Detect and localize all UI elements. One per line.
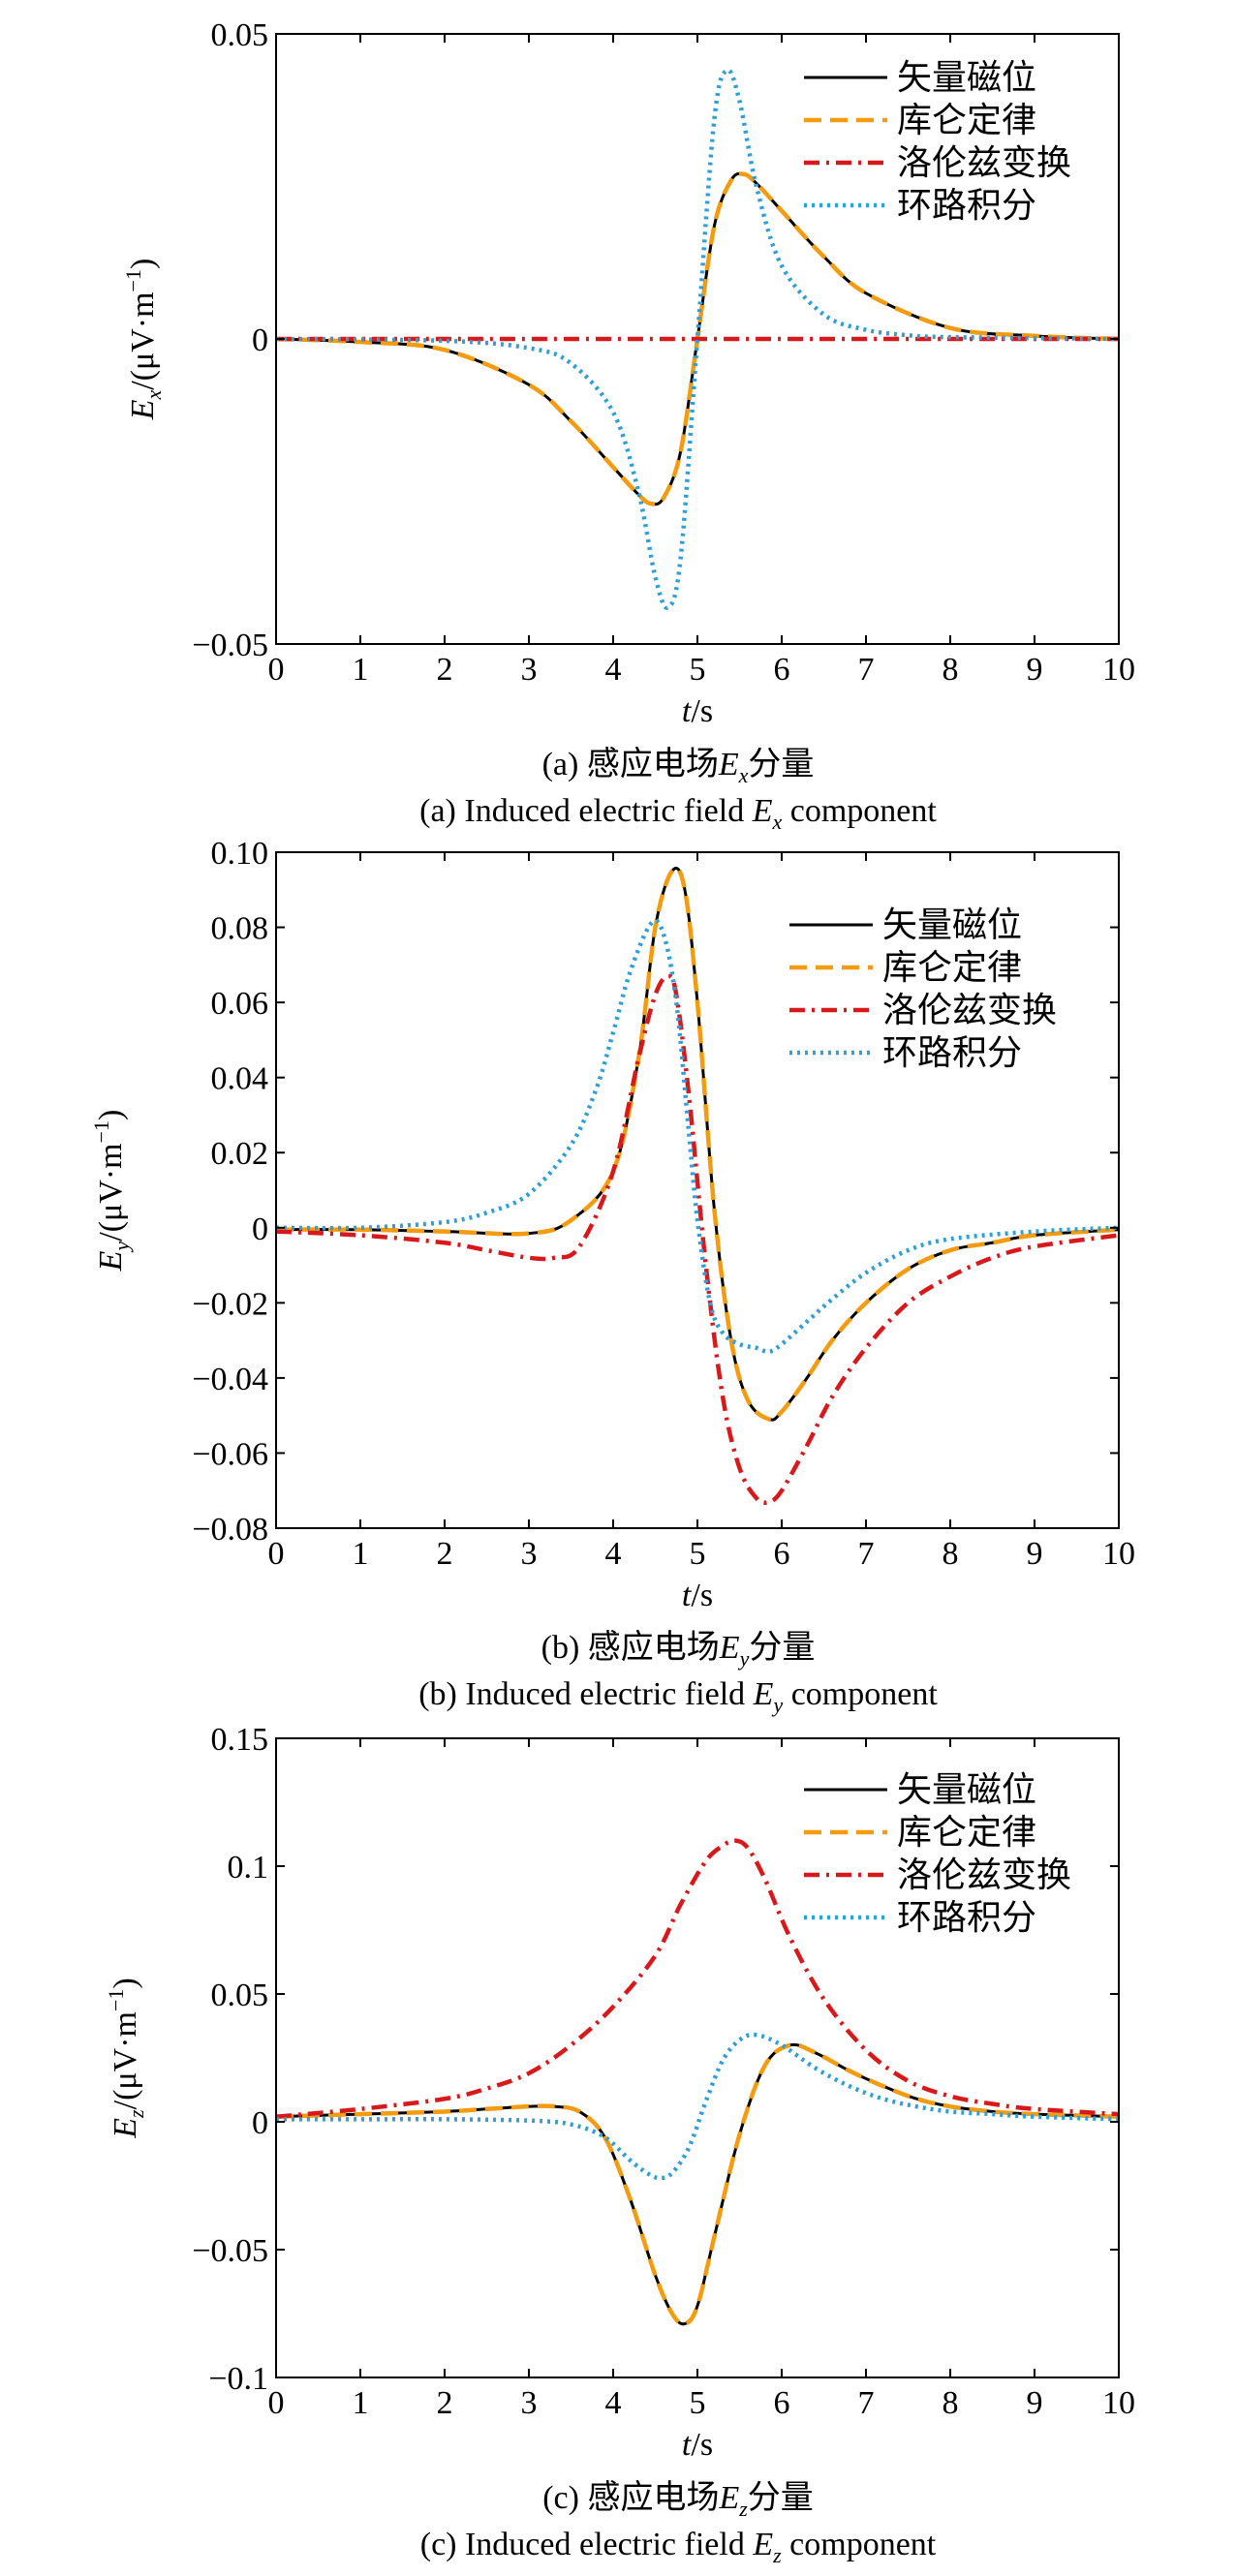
x-tick-label: 8 [942,652,959,688]
y-tick-label: 0.06 [211,986,269,1022]
x-tick-label: 10 [1102,1536,1135,1572]
x-tick-label: 6 [774,1536,790,1572]
legend-label-3: 洛伦兹变换 [882,991,1057,1029]
x-tick-label: 9 [1027,2385,1043,2421]
x-tick-label: 3 [521,652,538,688]
caption-english: (c) Induced electric field Ez component [420,2527,937,2567]
y-tick-label: −0.08 [192,1512,268,1548]
chart-panel-a: 0 1 2 3 4 5 6 7 8 9 10−0.0500.05t/sEx/(μV·m−1)矢量磁位… [121,17,1135,834]
series-line-2 [276,2042,1119,2327]
series-lines [276,68,1119,610]
x-axis-label: t/s [682,2427,713,2463]
series-line-4 [276,68,1119,610]
series-lines [276,1838,1119,2327]
x-tick-label: 5 [690,652,706,688]
legend-label-2: 库仑定律 [897,1813,1036,1852]
x-tick-label: 4 [605,1536,622,1572]
x-tick-label: 5 [690,2385,706,2421]
legend-label-2: 库仑定律 [882,948,1022,987]
y-tick-label: −0.04 [192,1362,268,1397]
x-axis-label: t/s [682,1578,713,1613]
x-tick-label: 6 [774,2385,790,2421]
x-tick-label: 1 [353,652,369,688]
y-tick-label: 0 [252,2105,268,2141]
legend-label-4: 环路积分 [897,1898,1036,1937]
caption-english: (a) Induced electric field Ex component [419,793,937,834]
x-tick-label: 7 [858,1536,875,1572]
series-line-2 [276,866,1119,1423]
y-tick-label: 0.15 [211,1722,269,1758]
legend-label-4: 环路积分 [897,186,1036,225]
y-tick-label: 0.04 [211,1061,269,1097]
x-tick-label: 10 [1102,2385,1135,2421]
legend-label-1: 矢量磁位 [897,58,1036,97]
y-tick-label: −0.02 [192,1286,268,1322]
x-tick-label: 7 [858,2385,875,2421]
series-lines [276,866,1119,1505]
x-tick-label: 4 [605,2385,622,2421]
x-tick-label: 3 [521,2385,538,2421]
series-line-1 [276,2042,1119,2326]
y-tick-label: 0.1 [228,1850,269,1886]
x-tick-label: 9 [1027,1536,1043,1572]
y-tick-label: 0.05 [211,17,269,53]
series-line-4 [276,918,1119,1355]
chart-panel-c: 0 1 2 3 4 5 6 7 8 9 10 −0.1 −0.05 0 0.05 0.1 0.15 t/s Ez/(… [104,1722,1135,2567]
chart-panel-b: 0 1 2 3 4 5 6 7 8 9 10 −0.08 −0.06 −0.04 −0.02 0 0.02 0.0… [89,836,1135,1717]
y-tick-label: 0.05 [211,1978,269,2013]
legend-label-4: 环路积分 [882,1033,1022,1072]
series-line-3 [276,973,1119,1505]
y-tick-label: −0.1 [208,2361,268,2397]
y-tick-label: 0.02 [211,1136,269,1172]
y-tick-label: 0 [252,322,268,358]
y-tick-label: 0 [252,1211,268,1247]
series-line-3 [276,1838,1119,2119]
legend-label-2: 库仑定律 [897,101,1036,139]
y-tick-label: 0.10 [211,836,269,872]
y-tick-label: 0.08 [211,911,269,947]
x-axis-label: t/s [682,693,713,729]
x-tick-label: 1 [353,1536,369,1572]
y-tick-label: −0.05 [192,628,268,663]
caption-chinese: (b) 感应电场Ey分量 [541,1629,816,1671]
x-tick-label: 9 [1027,652,1043,688]
x-tick-label: 5 [690,1536,706,1572]
y-tick-label: −0.05 [192,2233,268,2269]
y-axis-label: Ey/(μV·m−1) [89,1110,134,1273]
y-tick-label: −0.06 [192,1436,268,1472]
caption-chinese: (c) 感应电场Ez分量 [542,2479,814,2521]
y-axis-label: Ez/(μV·m−1) [104,1978,148,2138]
series-line-4 [276,2032,1119,2181]
x-tick-label: 1 [353,2385,369,2421]
legend-label-3: 洛伦兹变换 [897,143,1071,182]
x-tick-label: 0 [268,652,285,688]
caption-chinese: (a) 感应电场Ex分量 [542,746,815,787]
x-tick-label: 0 [268,2385,285,2421]
legend-label-1: 矢量磁位 [882,905,1022,944]
x-tick-label: 2 [437,652,453,688]
x-tick-label: 8 [942,1536,959,1572]
x-tick-label: 0 [268,1536,285,1572]
y-axis-label: Ex/(μV·m−1) [121,259,166,421]
x-tick-label: 8 [942,2385,959,2421]
x-tick-label: 10 [1102,652,1135,688]
x-tick-label: 7 [858,652,875,688]
caption-english: (b) Induced electric field Ey component [418,1676,938,1717]
x-tick-label: 6 [774,652,790,688]
legend-label-3: 洛伦兹变换 [897,1855,1071,1894]
x-tick-label: 3 [521,1536,538,1572]
legend-label-1: 矢量磁位 [897,1770,1036,1809]
x-tick-label: 2 [437,2385,453,2421]
x-tick-label: 2 [437,1536,453,1572]
x-tick-label: 4 [605,652,622,688]
